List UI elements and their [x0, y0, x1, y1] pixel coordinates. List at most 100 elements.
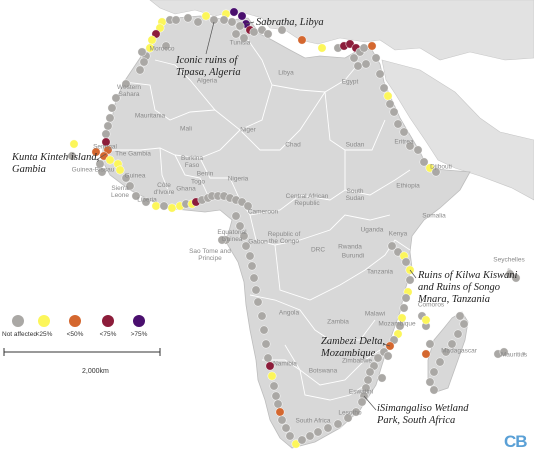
site-marker-lt25 — [145, 43, 155, 53]
site-marker-not-affected — [455, 311, 465, 321]
site-marker-not-affected — [351, 407, 361, 417]
site-marker-not-affected — [67, 151, 77, 161]
site-marker-not-affected — [401, 257, 411, 267]
country-label-madagascar: Madagascar — [441, 347, 477, 355]
country-label-uganda: Uganda — [360, 226, 384, 234]
country-label-guinea: Guinea — [124, 172, 146, 180]
site-marker-not-affected — [259, 325, 269, 335]
legend-item-gt75: >75% — [127, 315, 151, 338]
legend-label: Not affected — [2, 331, 37, 338]
site-marker-not-affected — [101, 129, 111, 139]
site-marker-not-affected — [393, 119, 403, 129]
site-marker-lt25 — [201, 11, 211, 21]
scale-bar — [3, 348, 161, 356]
site-label-zambezi-delta: Zambezi Delta, Mozambique — [321, 336, 386, 360]
site-marker-not-affected — [453, 329, 463, 339]
leader-line — [205, 21, 215, 55]
site-marker-not-affected — [269, 381, 279, 391]
site-marker-not-affected — [239, 231, 249, 241]
site-marker-not-affected — [171, 15, 181, 25]
label-leader-lines — [95, 21, 417, 411]
site-marker-not-affected — [357, 397, 367, 407]
country-label-sierra-leone: Sierra Leone — [110, 185, 130, 199]
site-marker-not-affected — [141, 197, 151, 207]
site-marker-not-affected — [107, 103, 117, 113]
site-marker-not-affected — [431, 167, 441, 177]
country-label-rwanda: Rwanda — [338, 243, 362, 251]
site-marker-not-affected — [383, 351, 393, 361]
site-marker-not-affected — [389, 107, 399, 117]
site-marker-not-affected — [413, 145, 423, 155]
legend-label: <50% — [66, 331, 84, 338]
country-label-chad: Chad — [285, 141, 301, 149]
country-label-western-sahara: Western Sahara — [116, 84, 142, 98]
site-marker-not-affected — [243, 201, 253, 211]
site-label-sabratha: Sabratha, Libya — [256, 17, 324, 28]
site-label-isimangaliso: iSimangaliso Wetland Park, South Africa — [377, 403, 469, 427]
country-label-djibouti: Djibouti — [430, 163, 452, 171]
site-marker-not-affected — [241, 241, 251, 251]
site-marker-not-affected — [425, 339, 435, 349]
site-marker-not-affected — [121, 79, 131, 89]
site-marker-lt25 — [105, 155, 115, 165]
legend-item-not-affected: Not affected — [2, 315, 37, 338]
site-marker-not-affected — [231, 29, 241, 39]
legend-swatch — [12, 315, 24, 327]
site-marker-not-affected — [97, 167, 107, 177]
site-marker-not-affected — [131, 191, 141, 201]
site-marker-lt25 — [167, 203, 177, 213]
site-marker-lt75 — [265, 361, 275, 371]
heritage-site-markers — [67, 7, 521, 449]
site-marker-lt25 — [69, 139, 79, 149]
leader-line — [363, 395, 377, 411]
site-marker-not-affected — [499, 347, 509, 357]
site-marker-not-affected — [251, 285, 261, 295]
leader-line — [245, 21, 255, 25]
country-label-namibia: Namibia — [273, 360, 297, 368]
site-marker-not-affected — [281, 423, 291, 433]
site-marker-not-affected — [359, 43, 369, 53]
site-marker-not-affected — [105, 113, 115, 123]
legend-swatch — [133, 315, 145, 327]
site-marker-not-affected — [399, 303, 409, 313]
scale-bar-label: 2,000km — [82, 368, 109, 375]
legend-label: <25% — [35, 331, 53, 338]
site-marker-not-affected — [253, 297, 263, 307]
site-marker-not-affected — [227, 17, 237, 27]
site-marker-gt75 — [237, 11, 247, 21]
country-label-eritrea: Eritrea — [394, 138, 414, 146]
country-label-south-africa: South Africa — [295, 417, 331, 425]
country-borders — [110, 39, 411, 401]
site-marker-not-affected — [365, 367, 375, 377]
leader-line — [95, 153, 107, 161]
site-marker-not-affected — [219, 15, 229, 25]
country-label-togo: Togo — [190, 178, 206, 186]
site-marker-not-affected — [441, 347, 451, 357]
legend-swatch — [38, 315, 50, 327]
country-label-zimbabwe: Zimbabwe — [342, 357, 372, 365]
site-marker-not-affected — [235, 21, 245, 31]
country-label-tunisia: Tunisia — [229, 39, 251, 47]
site-marker-not-affected — [313, 427, 323, 437]
africa-land — [101, 15, 471, 449]
site-marker-not-affected — [193, 17, 203, 27]
legend-label: >75% — [130, 331, 148, 338]
site-marker-lt25 — [383, 91, 393, 101]
site-marker-not-affected — [353, 61, 363, 71]
site-label-kilwa: Ruins of Kilwa Kiswani and Ruins of Song… — [418, 270, 518, 306]
arabian-land — [381, 59, 534, 201]
leader-line — [409, 269, 417, 279]
site-marker-not-affected — [371, 53, 381, 63]
country-label-mozambique: Mozambique — [378, 320, 416, 328]
site-marker-not-affected — [125, 181, 135, 191]
site-marker-not-affected — [363, 375, 373, 385]
site-marker-lt50 — [367, 41, 377, 51]
site-marker-not-affected — [271, 391, 281, 401]
country-label-seychelles: Seychelles — [493, 256, 525, 264]
site-marker-not-affected — [139, 57, 149, 67]
site-marker-not-affected — [379, 83, 389, 93]
country-label-drc: DRC — [310, 246, 326, 254]
country-label-benin: Benin — [196, 170, 214, 178]
site-marker-not-affected — [447, 339, 457, 349]
